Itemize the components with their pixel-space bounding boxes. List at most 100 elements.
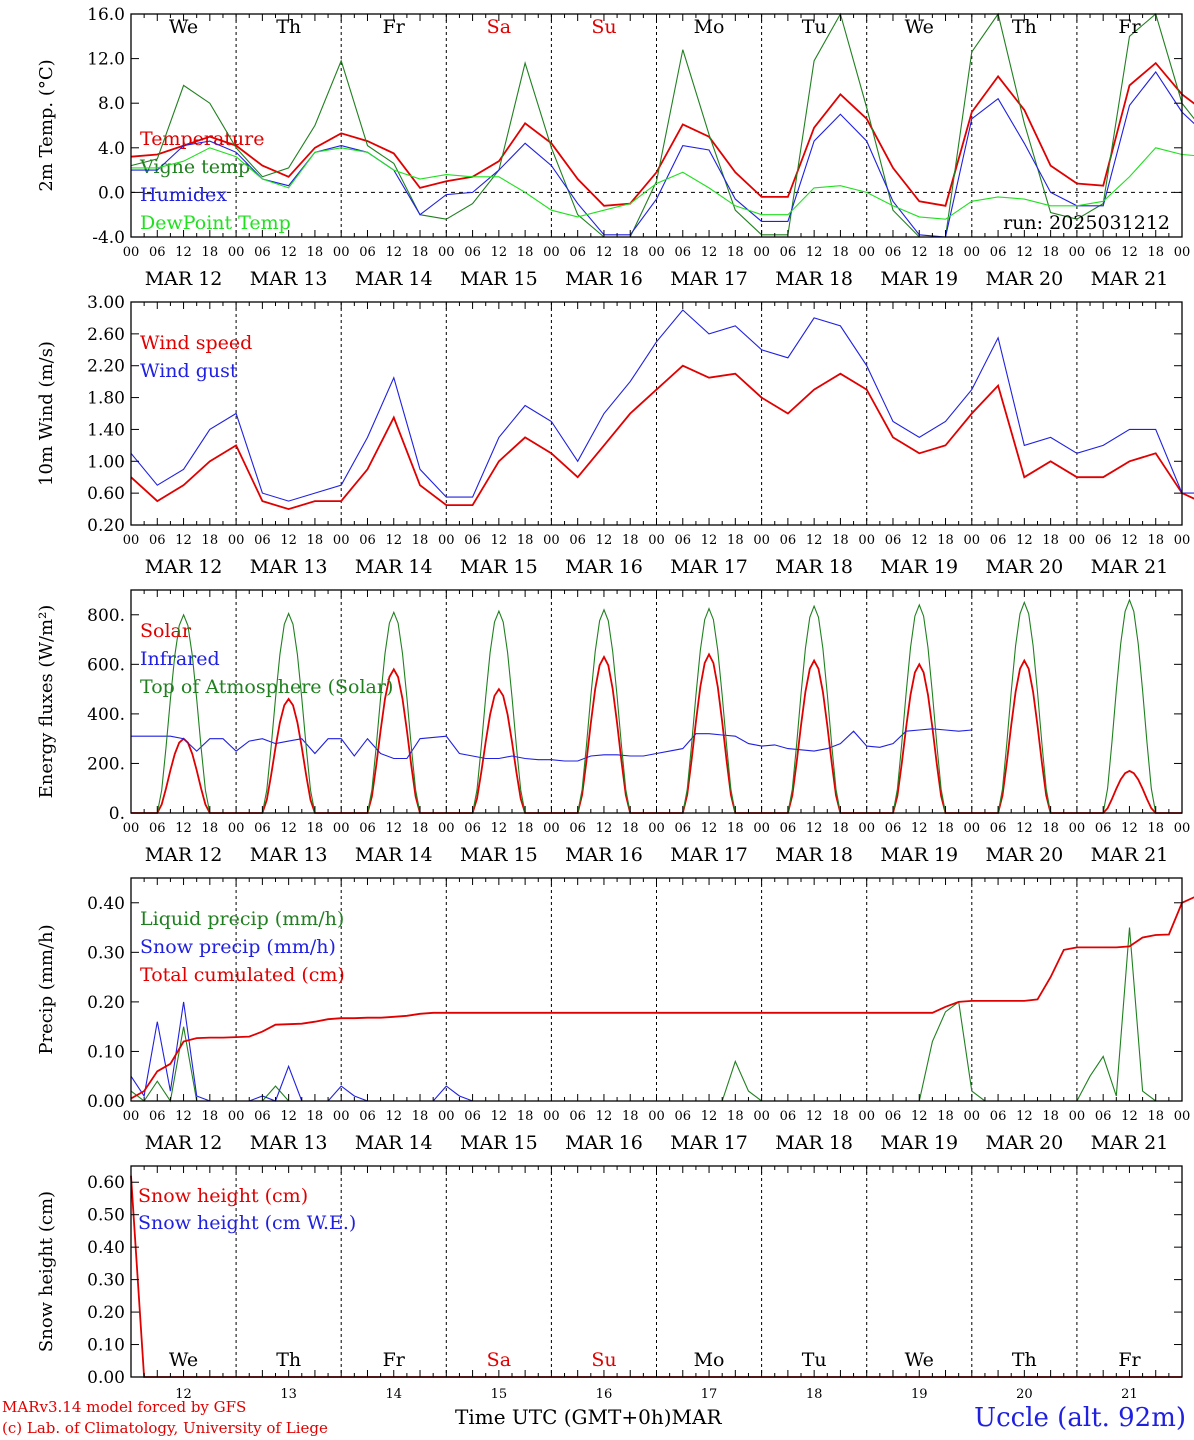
- y-tick-label: 0.: [109, 804, 125, 824]
- legend-entry: Humidex: [140, 184, 227, 206]
- hour-label: 12: [175, 1109, 192, 1124]
- hour-label: 18: [832, 533, 849, 548]
- date-label: MAR 15: [460, 556, 538, 578]
- weekday-label: Fr: [383, 1349, 406, 1371]
- plot-frame: [130, 589, 1183, 814]
- plot-frame: [130, 13, 1183, 238]
- hour-label: 06: [885, 1109, 902, 1124]
- copyright-credit: (c) Lab. of Climatology, University of L…: [2, 1419, 328, 1437]
- hour-label: 00: [228, 821, 245, 836]
- legend-entry: Vigne temp: [139, 156, 250, 178]
- date-label: MAR 19: [880, 844, 958, 866]
- y-tick-label: 12.0: [87, 50, 125, 70]
- date-label: MAR 17: [670, 268, 748, 290]
- hour-label: 06: [464, 533, 481, 548]
- hour-label: 12: [806, 821, 823, 836]
- day-number-label: 15: [491, 1387, 508, 1402]
- hour-label: 06: [990, 1109, 1007, 1124]
- series-line-1-1: [130, 61, 1194, 207]
- panel-4: Liquid precip (mm/h) Snow precip (mm/h) To…: [36, 877, 1194, 1154]
- hour-label: 18: [307, 533, 324, 548]
- date-label: MAR 17: [670, 844, 748, 866]
- day-number-label: 16: [596, 1387, 613, 1402]
- hour-label: 12: [385, 533, 402, 548]
- hour-label: 06: [149, 533, 166, 548]
- hour-label: 18: [202, 245, 219, 260]
- hour-label: 12: [596, 1109, 613, 1124]
- hour-label: 06: [149, 821, 166, 836]
- station-label: Uccle (alt. 92m): [974, 1403, 1186, 1433]
- hour-label: 00: [753, 1109, 770, 1124]
- hour-label: 06: [885, 533, 902, 548]
- hour-label: 06: [569, 1109, 586, 1124]
- hour-label: 18: [1042, 245, 1059, 260]
- hour-label: 00: [123, 1109, 140, 1124]
- y-tick-label: 2.60: [87, 325, 125, 345]
- y-tick-label: 0.30: [87, 943, 125, 963]
- day-number-label: 12: [175, 1387, 192, 1402]
- weekday-label: Th: [1012, 1349, 1037, 1371]
- hour-label: 18: [1147, 245, 1164, 260]
- hour-label: 12: [701, 245, 718, 260]
- hour-label: 12: [911, 245, 928, 260]
- hour-label: 06: [359, 821, 376, 836]
- hour-label: 18: [937, 1109, 954, 1124]
- hour-label: 00: [1174, 533, 1191, 548]
- hour-label: 06: [1095, 533, 1112, 548]
- hour-label: 18: [202, 1109, 219, 1124]
- hour-label: 12: [1016, 1109, 1033, 1124]
- legend-entry: Wind speed: [140, 332, 252, 354]
- hour-label: 00: [1174, 821, 1191, 836]
- hour-label: 06: [1095, 245, 1112, 260]
- hour-label: 12: [1121, 821, 1138, 836]
- hour-label: 12: [1016, 821, 1033, 836]
- hour-label: 12: [911, 821, 928, 836]
- y-tick-label: -4.0: [92, 228, 125, 248]
- date-label: MAR 19: [880, 268, 958, 290]
- hour-label: 00: [964, 533, 981, 548]
- y-tick-label: 3.00: [87, 293, 125, 313]
- y-tick-label: 16.0: [87, 5, 125, 25]
- date-label: MAR 14: [355, 1132, 433, 1154]
- legend-entry: Total cumulated (cm): [140, 964, 345, 986]
- date-label: MAR 15: [460, 268, 538, 290]
- hour-label: 06: [359, 1109, 376, 1124]
- x-axis-month: MAR: [671, 1405, 722, 1429]
- hour-label: 18: [1042, 533, 1059, 548]
- hour-label: 00: [123, 821, 140, 836]
- hour-label: 06: [464, 245, 481, 260]
- hour-label: 00: [333, 821, 350, 836]
- date-label: MAR 21: [1091, 268, 1169, 290]
- hour-label: 00: [228, 533, 245, 548]
- hour-label: 00: [228, 245, 245, 260]
- day-number-label: 14: [385, 1387, 402, 1402]
- hour-label: 00: [438, 821, 455, 836]
- date-label: MAR 18: [775, 268, 853, 290]
- date-label: MAR 13: [250, 844, 328, 866]
- hour-label: 06: [675, 1109, 692, 1124]
- hour-label: 12: [701, 821, 718, 836]
- y-tick-label: 0.50: [87, 1206, 125, 1226]
- hour-label: 06: [149, 1109, 166, 1124]
- date-label: MAR 14: [355, 556, 433, 578]
- hour-label: 00: [1174, 1109, 1191, 1124]
- hour-label: 00: [964, 245, 981, 260]
- date-label: MAR 12: [145, 268, 223, 290]
- hour-label: 00: [1069, 821, 1086, 836]
- hour-label: 12: [280, 1109, 297, 1124]
- date-label: MAR 13: [250, 556, 328, 578]
- hour-label: 06: [780, 821, 797, 836]
- hour-label: 06: [254, 533, 271, 548]
- weekday-label: Su: [591, 16, 616, 38]
- y-axis-label: Precip (mm/h): [36, 924, 57, 1054]
- hour-label: 06: [990, 245, 1007, 260]
- hour-label: 18: [832, 1109, 849, 1124]
- weekday-label: Mo: [694, 16, 725, 38]
- hour-label: 18: [727, 821, 744, 836]
- hour-label: 00: [438, 245, 455, 260]
- date-label: MAR 18: [775, 844, 853, 866]
- hour-label: 06: [675, 821, 692, 836]
- hour-label: 12: [1121, 245, 1138, 260]
- hour-label: 00: [964, 821, 981, 836]
- hour-label: 12: [175, 245, 192, 260]
